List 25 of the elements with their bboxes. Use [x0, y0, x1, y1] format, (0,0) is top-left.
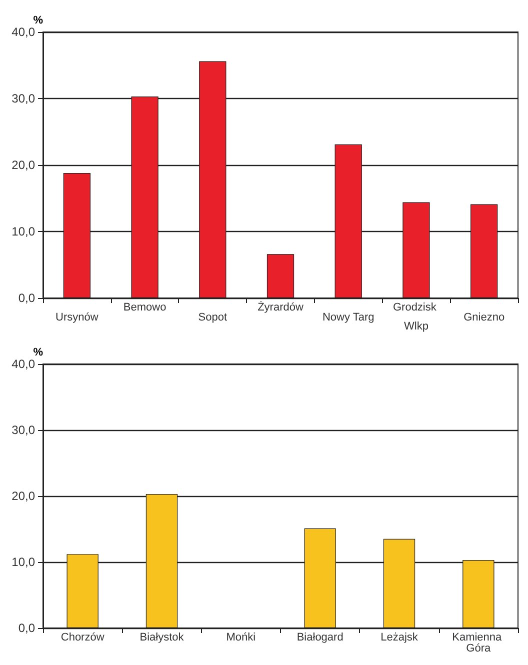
y-axis-title: %: [33, 346, 44, 358]
x-tick-label: Kamienna Góra: [452, 632, 505, 654]
y-tick-label: 40,0: [12, 357, 36, 371]
x-tick-label: Bemowo: [123, 302, 166, 314]
y-axis-title: %: [33, 14, 44, 26]
x-tick-label: Sopot: [198, 312, 228, 324]
x-tick-label: Nowy Targ: [322, 312, 374, 324]
y-tick-label: 0,0: [18, 291, 36, 305]
y-tick-label: 10,0: [12, 224, 36, 238]
x-tick-label: Ursynów: [56, 312, 98, 324]
x-tick-label: Gniezno: [464, 312, 505, 324]
x-tick-label: Żyrardów: [258, 300, 304, 314]
x-tick-label: Grodzisk Wlkp: [392, 302, 440, 332]
y-tick-label: 20,0: [12, 489, 36, 503]
x-tick-label: Mońki: [226, 632, 256, 644]
y-tick-label: 10,0: [12, 555, 36, 569]
x-tick-label: Leżajsk: [380, 632, 418, 644]
x-tick-label: Chorzów: [60, 632, 104, 644]
y-tick-label: 20,0: [12, 158, 36, 172]
y-tick-label: 30,0: [12, 423, 36, 437]
y-tick-label: 30,0: [12, 92, 36, 106]
y-tick-label: 40,0: [12, 25, 36, 39]
y-tick-label: 0,0: [18, 621, 36, 635]
x-tick-label: Białystok: [140, 632, 184, 644]
x-tick-label: Białogard: [296, 632, 344, 644]
